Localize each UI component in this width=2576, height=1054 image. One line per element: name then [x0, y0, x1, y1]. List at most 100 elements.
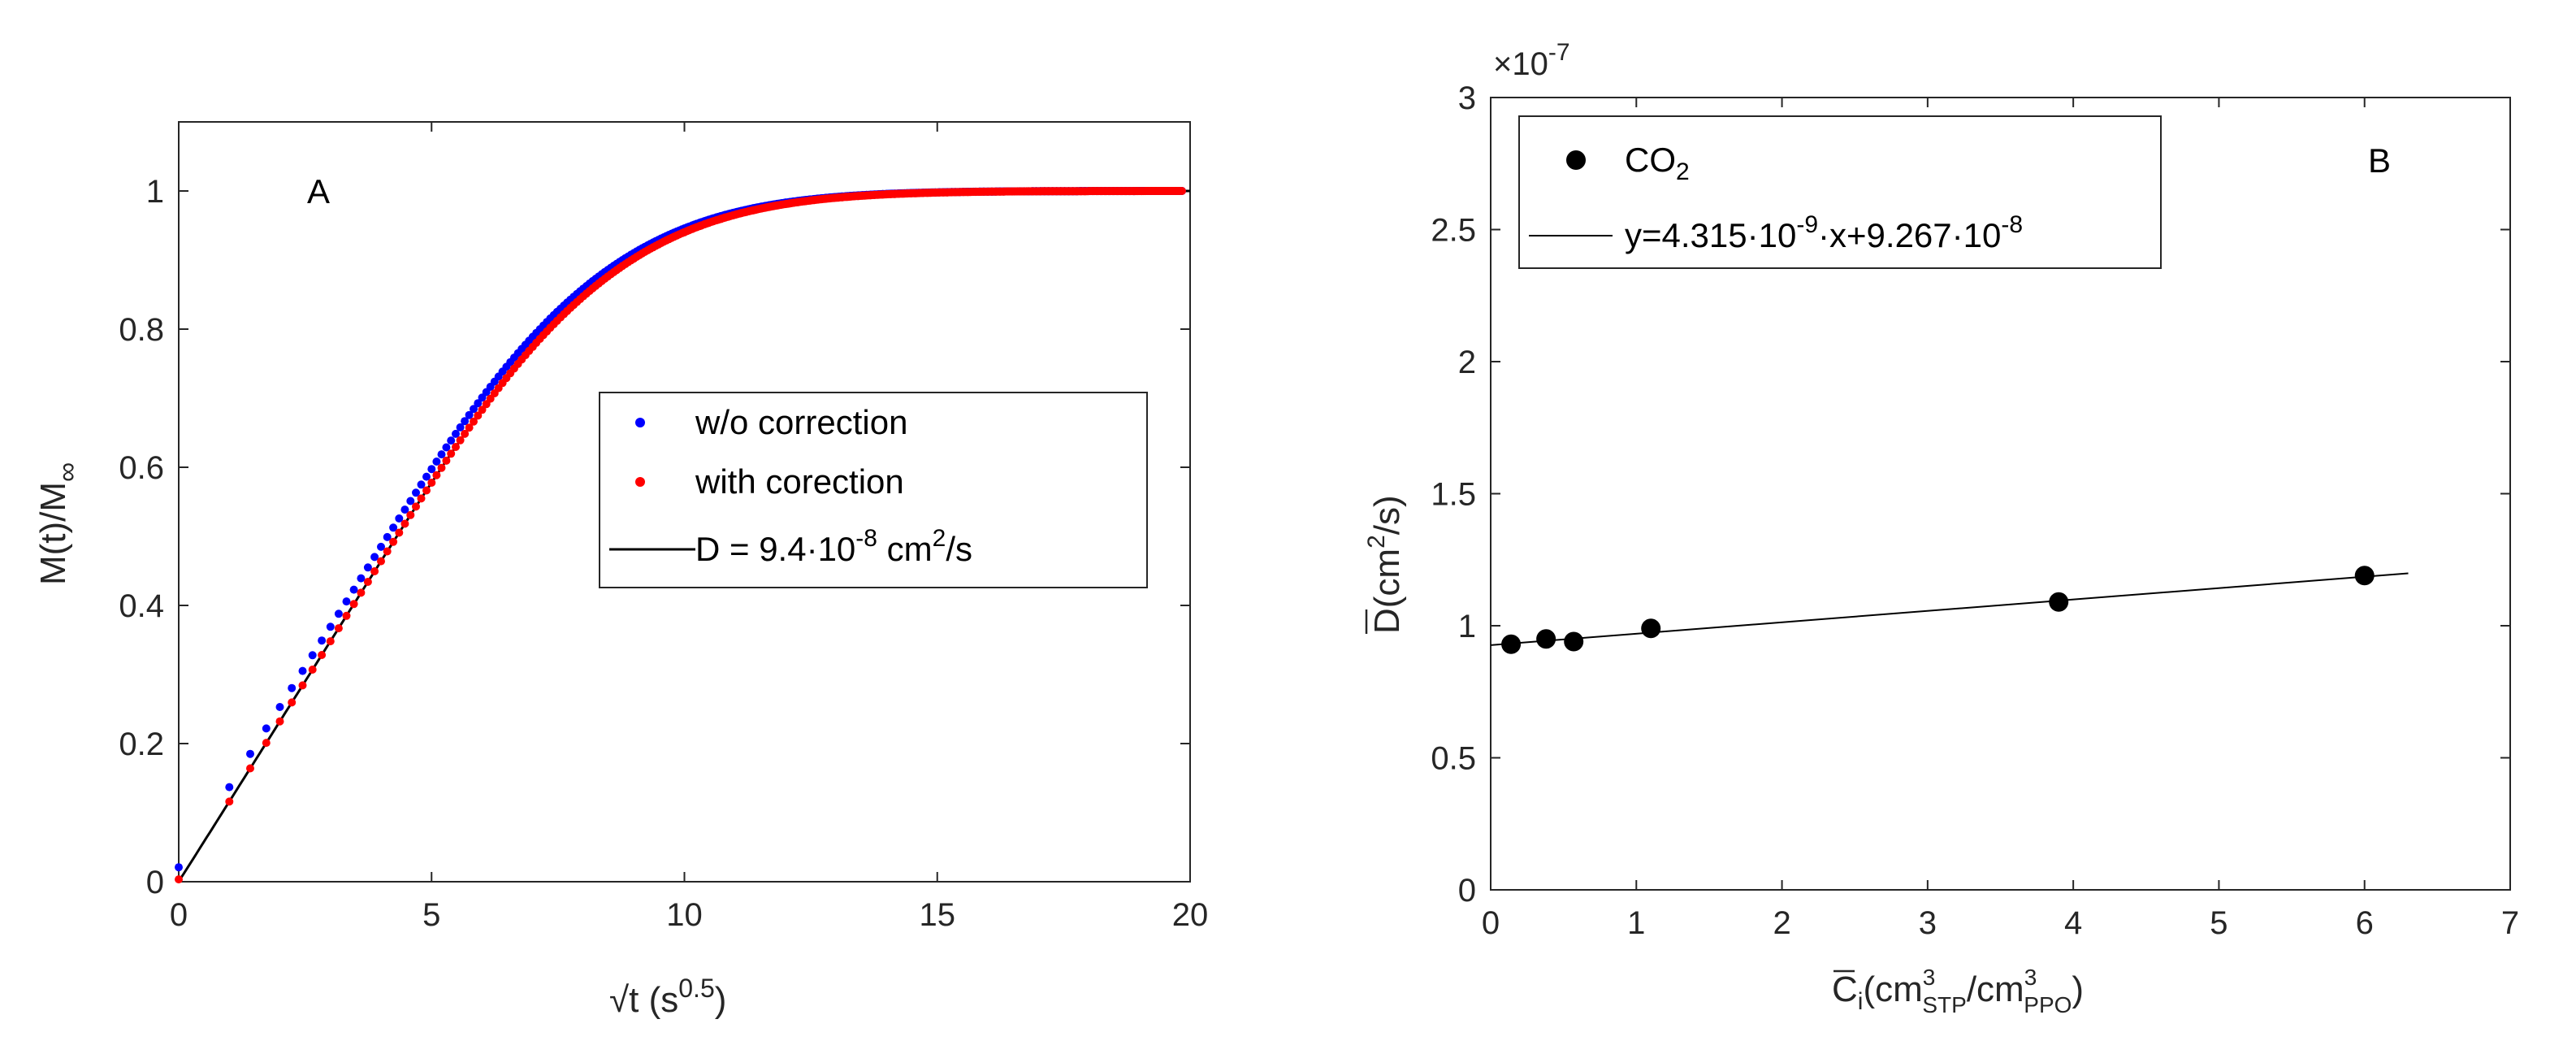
series-point-with-correction [412, 502, 420, 511]
panel-b-xtick-label: 3 [1919, 905, 1937, 941]
panel-b-xtick-label: 1 [1627, 905, 1645, 941]
series-point-wo-correction [175, 863, 183, 872]
series-point-with-correction [318, 651, 327, 659]
series-point-wo-correction [442, 443, 451, 452]
series-point-wo-correction [406, 497, 415, 505]
panel-b-xtick-label: 6 [2356, 905, 2374, 941]
panel-a-xtick-label: 10 [666, 897, 703, 933]
series-point-with-correction [456, 436, 465, 445]
co2-point [1501, 634, 1522, 654]
panel-a-xtick-label: 5 [422, 897, 440, 933]
series-point-wo-correction [370, 553, 379, 562]
co2-point [2354, 566, 2375, 586]
series-point-wo-correction [432, 458, 441, 466]
series-point-wo-correction [417, 480, 426, 489]
series-point-with-correction [326, 637, 335, 646]
series-point-wo-correction [363, 563, 372, 572]
panel-b-legend: CO2 y=4.315·10-9·x+9.267·10-8 [1518, 115, 2162, 269]
series-point-with-correction [437, 463, 446, 472]
panel-a-legend: w/o correction with corection D = 9.4·10… [599, 392, 1148, 588]
series-point-wo-correction [427, 465, 436, 474]
series-point-with-correction [275, 717, 284, 726]
series-point-wo-correction [225, 783, 234, 792]
panel-b-xtick-label: 5 [2210, 905, 2227, 941]
svg-text:D(cm2/s): D(cm2/s) [1363, 495, 1407, 634]
series-point-with-correction [427, 479, 436, 487]
panel-a-ytick-label: 0.4 [119, 588, 164, 624]
series-point-wo-correction [262, 724, 271, 733]
co2-point [2049, 592, 2069, 612]
series-point-with-correction [417, 494, 426, 503]
panel-b-xtick-label: 0 [1482, 905, 1500, 941]
co2-point [1536, 629, 1556, 649]
series-point-wo-correction [452, 429, 460, 438]
series-point-with-correction [357, 588, 366, 597]
series-point-wo-correction [447, 436, 456, 445]
series-point-wo-correction [461, 417, 470, 426]
series-point-with-correction [175, 875, 183, 884]
panel-a-xlabel: √t (s0.5) [609, 974, 726, 1020]
series-point-wo-correction [412, 488, 420, 497]
legend-label-wo-correction: w/o correction [695, 403, 907, 441]
series-point-with-correction [246, 764, 254, 773]
panel-a-ytick-label: 0.6 [119, 450, 164, 486]
legend-label-co2: CO2 [1625, 141, 1690, 185]
series-point-with-correction [349, 600, 358, 609]
series-point-wo-correction [334, 609, 343, 618]
legend-label-fit: y=4.315·10-9·x+9.267·10-8 [1625, 211, 2023, 254]
co2-point [1641, 618, 1661, 639]
panel-b-exponent-label: ×10-7 [1493, 39, 1570, 82]
series-point-with-correction [288, 698, 297, 707]
series-point-with-correction [400, 519, 409, 528]
series-point-with-correction [452, 443, 460, 451]
panel-a-ytick-label: 0.2 [119, 727, 164, 762]
panel-b-xtick-label: 4 [2064, 905, 2082, 941]
panel-b-data [1490, 566, 2409, 654]
panel-b-ytick-label: 0 [1458, 873, 1476, 909]
panel-b-xtick-label: 2 [1773, 905, 1790, 941]
series-point-wo-correction [470, 405, 478, 414]
panel-a-ylabel: M(t)/M∞ [33, 462, 83, 585]
panel-a-ytick-label: 0.8 [119, 312, 164, 348]
series-point-wo-correction [478, 393, 487, 402]
series-point-with-correction [465, 423, 474, 432]
panel-a-xtick-label: 20 [1172, 897, 1209, 933]
panel-a-xtick-label: 15 [920, 897, 956, 933]
panel-b-ytick-label: 1 [1458, 609, 1476, 644]
series-point-with-correction [370, 567, 379, 575]
panel-b-ticks: 0 1 2 3 4 5 6 7 0 0.5 1 1.5 2 2.5 3 [1431, 80, 2519, 941]
series-point-wo-correction [288, 683, 297, 692]
series-point-wo-correction [400, 505, 409, 514]
series-point-with-correction [262, 739, 271, 748]
series-point-with-correction [478, 406, 487, 414]
panel-a-label: A [307, 172, 330, 210]
panel-b-ytick-label: 3 [1458, 80, 1476, 116]
series-point-wo-correction [377, 542, 385, 551]
series-point-with-correction [442, 456, 451, 465]
series-point-wo-correction [349, 585, 358, 594]
panel-b-xlabel: Ci(cm3 STP/cm3 PPO) [1832, 965, 2084, 1017]
panel-b-legend-box [1518, 115, 2162, 269]
series-point-with-correction [461, 429, 470, 438]
panel-b-xtick-label: 7 [2501, 905, 2519, 941]
panel-a-data [175, 187, 1190, 884]
legend-marker-co2 [1566, 150, 1586, 170]
series-point-with-correction [470, 417, 478, 426]
series-point-with-correction [363, 578, 372, 586]
legend-marker-with-correction [635, 477, 645, 487]
panel-b: 0 1 2 3 4 5 6 7 0 0.5 1 1.5 2 2.5 3 ×10-7 B Ci(cm3 STP/… [1363, 39, 2519, 1017]
series-point-with-correction [334, 624, 343, 633]
panel-b-label: B [2368, 141, 2391, 180]
series-point-wo-correction [357, 574, 366, 583]
series-point-with-correction [395, 528, 404, 537]
panel-b-ylabel: D(cm2/s) [1363, 495, 1407, 634]
series-point-with-correction [447, 449, 456, 458]
series-point-with-correction [308, 666, 317, 674]
panel-a-ytick-label: 1 [146, 174, 164, 210]
series-point-with-correction [377, 557, 385, 566]
series-point-wo-correction [308, 651, 317, 660]
series-point-with-correction [1178, 187, 1186, 195]
series-point-wo-correction [298, 666, 307, 675]
